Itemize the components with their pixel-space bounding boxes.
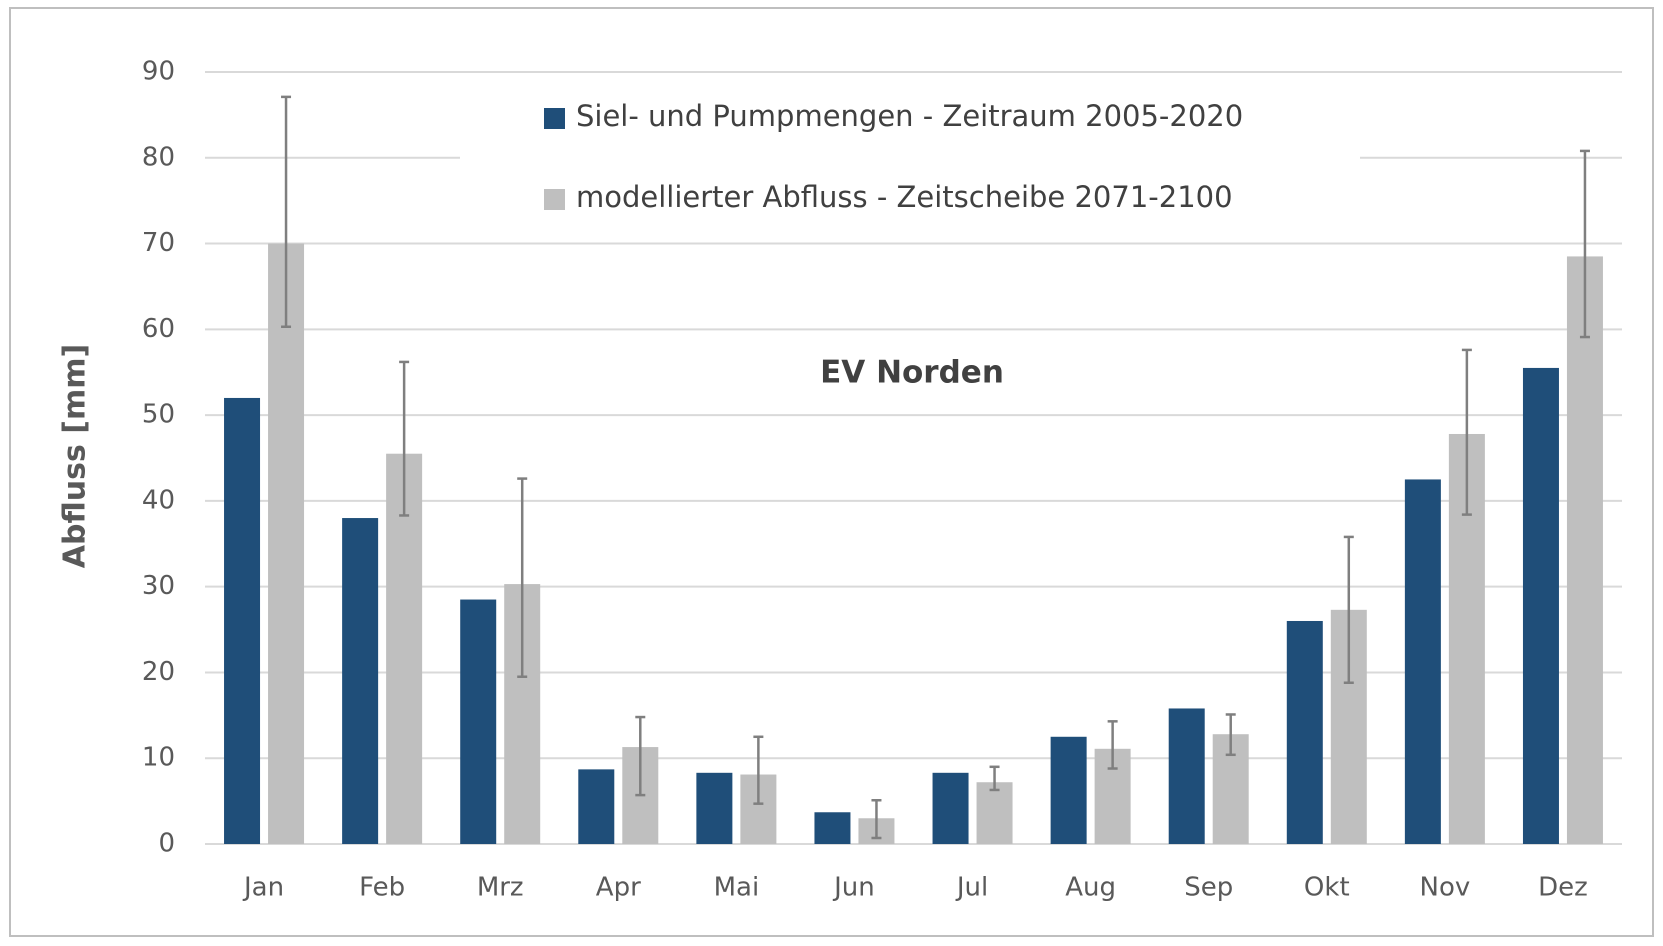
- bar: [696, 772, 733, 844]
- error-bar: [517, 477, 528, 678]
- error-bar: [1107, 720, 1118, 770]
- bar: [268, 243, 305, 845]
- y-tick-label: 40: [142, 485, 175, 515]
- error-bar: [281, 95, 292, 329]
- legend-swatch: [544, 189, 565, 210]
- error-bar: [635, 715, 646, 797]
- bar: [1566, 256, 1603, 844]
- x-tick-label: Okt: [1304, 873, 1350, 903]
- y-tick-label: 10: [142, 743, 175, 773]
- bar: [578, 769, 615, 844]
- x-tick-label: Dez: [1538, 873, 1588, 903]
- error-bar: [399, 360, 410, 517]
- error-bar: [1579, 149, 1590, 339]
- legend-label: Siel- und Pumpmengen - Zeitraum 2005-202…: [576, 99, 1243, 133]
- legend-swatch: [544, 108, 565, 129]
- y-tick-label: 0: [158, 829, 175, 859]
- error-bar: [1343, 535, 1354, 684]
- chart-title: EV Norden: [820, 355, 1004, 391]
- error-bar: [989, 765, 1000, 792]
- error-bar: [1461, 348, 1472, 516]
- y-tick-label: 80: [142, 142, 175, 172]
- y-axis-label: Abfluss [mm]: [58, 344, 93, 568]
- x-tick-label: Sep: [1184, 873, 1233, 903]
- bar: [932, 772, 969, 844]
- x-tick-label: Jun: [832, 873, 875, 903]
- bar: [1168, 708, 1205, 844]
- y-tick-label: 60: [142, 314, 175, 344]
- error-bar: [871, 799, 882, 840]
- bar: [1050, 736, 1087, 844]
- bar: [224, 397, 261, 844]
- y-tick-label: 90: [142, 57, 175, 87]
- x-tick-label: Nov: [1420, 873, 1471, 903]
- error-bar: [753, 735, 764, 805]
- x-tick-label: Apr: [596, 873, 641, 903]
- legend-background: [460, 90, 1360, 230]
- bar: [342, 518, 379, 844]
- x-tick-label: Jul: [955, 873, 988, 903]
- bar: [1404, 479, 1441, 844]
- y-tick-label: 70: [142, 228, 175, 258]
- y-tick-label: 20: [142, 657, 175, 687]
- y-tick-label: 50: [142, 400, 175, 430]
- x-tick-label: Mrz: [477, 873, 524, 903]
- error-bar: [1225, 713, 1236, 757]
- bar: [460, 599, 497, 844]
- x-tick-label: Jan: [242, 873, 284, 903]
- bar: [386, 453, 423, 844]
- bar: [1522, 367, 1559, 844]
- x-tick-label: Feb: [359, 873, 405, 903]
- bar: [1286, 620, 1323, 844]
- y-tick-label: 30: [142, 571, 175, 601]
- x-tick-label: Mai: [714, 873, 760, 903]
- x-tick-label: Aug: [1065, 873, 1116, 903]
- legend-label: modellierter Abfluss - Zeitscheibe 2071-…: [576, 180, 1233, 214]
- bar: [976, 782, 1013, 844]
- bar: [814, 812, 851, 844]
